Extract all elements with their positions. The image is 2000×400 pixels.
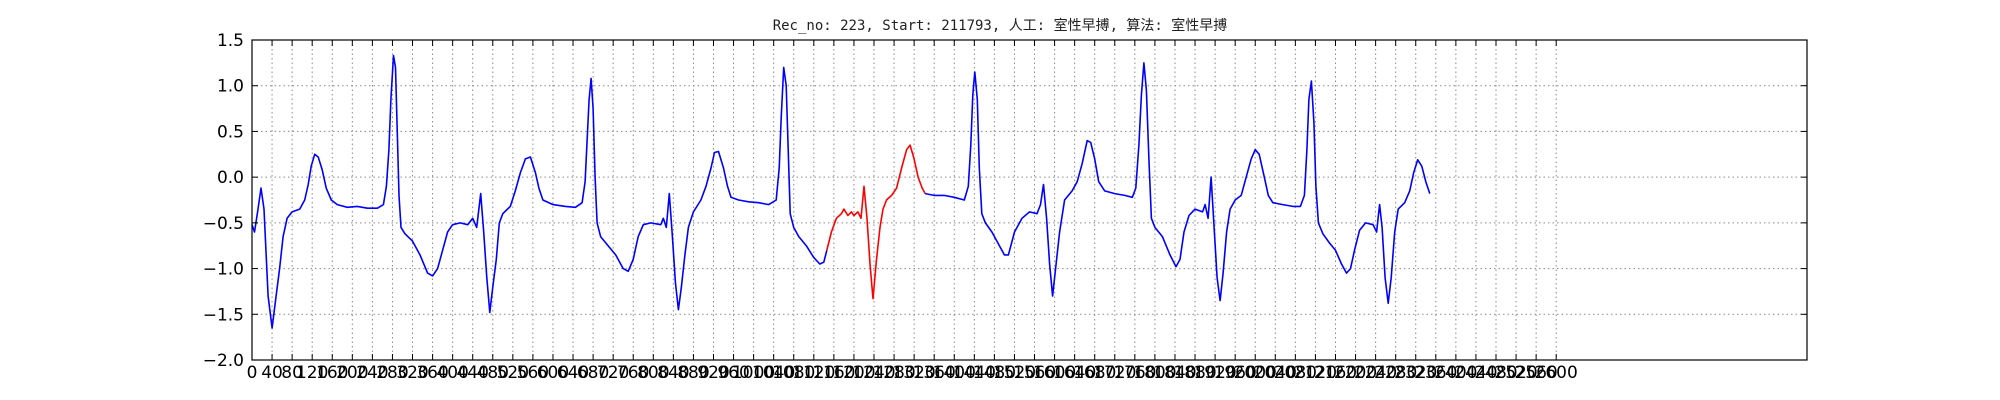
y-tick-label: 0.0 (217, 168, 244, 188)
x-tick-label: 1720 (1093, 363, 1136, 383)
x-tick-label: 560 (517, 363, 549, 383)
x-tick-label: 1560 (1013, 363, 1056, 383)
x-tick-label: 160 (316, 363, 348, 383)
x-tick-label: 1000 (732, 363, 775, 383)
y-tick-label: −0.5 (203, 214, 244, 234)
x-tick-label: 2440 (1454, 363, 1497, 383)
x-tick-label: 1600 (1033, 363, 1076, 383)
y-tick-label: −1.5 (203, 305, 244, 325)
x-tick-label: 120 (296, 363, 328, 383)
x-tick-label: 920 (697, 363, 729, 383)
y-tick-label: −1.0 (203, 260, 244, 280)
x-tick-label: 2600 (1535, 363, 1578, 383)
x-tick-label: 40 (261, 363, 283, 383)
plot-frame (251, 39, 1808, 361)
x-tick-label: 640 (557, 363, 589, 383)
x-tick-label: 1040 (752, 363, 795, 383)
x-tick-label: 840 (657, 363, 689, 383)
x-tick-label: 1120 (792, 363, 835, 383)
x-tick-label: 960 (717, 363, 749, 383)
x-tick-label: 1360 (913, 363, 956, 383)
x-tick-label: 200 (336, 363, 368, 383)
x-tick-label: 1840 (1153, 363, 1196, 383)
x-tick-label: 1800 (1133, 363, 1176, 383)
x-tick-label: 520 (497, 363, 529, 383)
chart-title: Rec_no: 223, Start: 211793, 人工: 室性早搏, 算法… (773, 17, 1228, 34)
x-tick-label: 2000 (1234, 363, 1277, 383)
y-tick-label: −2.0 (203, 351, 244, 371)
x-tick-label: 400 (436, 363, 468, 383)
x-tick-label: 1320 (892, 363, 935, 383)
x-tick-label: 80 (281, 363, 303, 383)
series-layer (251, 54, 1431, 329)
grid (251, 39, 1807, 361)
x-tick-label: 2320 (1394, 363, 1437, 383)
ecg-series-line-2 (826, 144, 926, 300)
x-tick-label: 240 (356, 363, 388, 383)
x-tick-label: 0 (247, 363, 258, 383)
x-tick-label: 1760 (1113, 363, 1156, 383)
x-tick-label: 680 (577, 363, 609, 383)
x-tick-label: 2120 (1294, 363, 1337, 383)
y-tick-label: 0.5 (217, 122, 244, 142)
x-tick-label: 760 (617, 363, 649, 383)
y-tick-label: 1.5 (217, 31, 244, 51)
x-tick-label: 280 (376, 363, 408, 383)
x-tick-label: 600 (537, 363, 569, 383)
x-tick-label: 2280 (1374, 363, 1417, 383)
x-tick-label: 2560 (1514, 363, 1557, 383)
x-tick-label: 2400 (1434, 363, 1477, 383)
x-tick-label: 1680 (1073, 363, 1116, 383)
x-tick-label: 880 (677, 363, 709, 383)
x-axis: 0 408012016020024028032036040044048052056… (247, 40, 1578, 383)
x-tick-label: 2040 (1254, 363, 1297, 383)
x-tick-label: 1440 (953, 363, 996, 383)
x-tick-label: 2200 (1334, 363, 1377, 383)
x-tick-label: 360 (416, 363, 448, 383)
x-tick-label: 2480 (1474, 363, 1517, 383)
x-tick-label: 1960 (1214, 363, 1257, 383)
x-tick-label: 1200 (832, 363, 875, 383)
x-tick-label: 2080 (1274, 363, 1317, 383)
x-tick-label: 1240 (852, 363, 895, 383)
x-tick-label: 1160 (812, 363, 855, 383)
x-tick-label: 1640 (1053, 363, 1096, 383)
x-tick-label: 1880 (1173, 363, 1216, 383)
ecg-series-line-1 (251, 54, 828, 329)
x-tick-label: 1480 (973, 363, 1016, 383)
y-tick-label: 1.0 (217, 77, 244, 97)
x-tick-label: 1920 (1193, 363, 1236, 383)
x-tick-label: 2360 (1414, 363, 1457, 383)
x-tick-label: 1080 (772, 363, 815, 383)
x-tick-label: 1520 (993, 363, 1036, 383)
x-tick-label: 440 (456, 363, 488, 383)
ecg-series-line-3 (925, 62, 1431, 305)
x-tick-label: 480 (477, 363, 509, 383)
x-tick-label: 720 (597, 363, 629, 383)
x-tick-label: 2160 (1314, 363, 1357, 383)
x-tick-label: 1280 (872, 363, 915, 383)
x-tick-label: 320 (396, 363, 428, 383)
x-tick-label: 2520 (1494, 363, 1537, 383)
x-tick-label: 1400 (933, 363, 976, 383)
x-tick-label: 800 (637, 363, 669, 383)
y-axis: 1.5 1.0 0.5 0.0 −0.5 −1.0 −1.5 −2.0 (203, 31, 1807, 371)
x-tick-label: 2240 (1354, 363, 1397, 383)
